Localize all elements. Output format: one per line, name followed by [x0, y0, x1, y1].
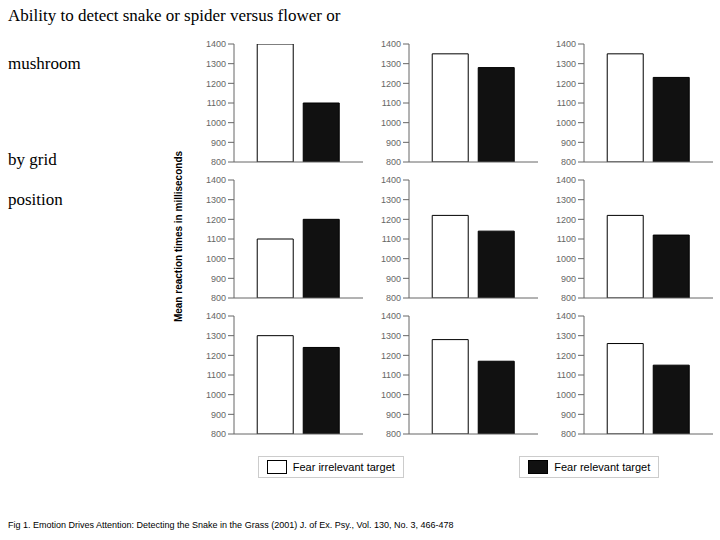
svg-text:1000: 1000	[556, 118, 576, 128]
svg-text:900: 900	[561, 274, 576, 284]
html-text:position: position	[8, 190, 63, 209]
svg-text:1200: 1200	[206, 351, 226, 361]
svg-text:1400: 1400	[556, 39, 576, 49]
svg-text:1200: 1200	[381, 79, 401, 89]
svg-text:1400: 1400	[381, 311, 401, 321]
svg-text:800: 800	[561, 293, 576, 302]
svg-text:1300: 1300	[381, 195, 401, 205]
svg-text:900: 900	[561, 410, 576, 420]
svg-text:1200: 1200	[381, 351, 401, 361]
svg-text:1100: 1100	[207, 98, 226, 108]
svg-text:1200: 1200	[206, 215, 226, 225]
svg-text:1200: 1200	[556, 215, 576, 225]
svg-text:1000: 1000	[556, 254, 576, 264]
svg-text:800: 800	[561, 157, 576, 166]
svg-text:1300: 1300	[381, 59, 401, 69]
svg-text:1400: 1400	[206, 175, 226, 185]
svg-text:800: 800	[561, 429, 576, 438]
svg-text:1100: 1100	[557, 370, 576, 380]
svg-text:1400: 1400	[556, 175, 576, 185]
svg-text:1300: 1300	[556, 331, 576, 341]
svg-text:1100: 1100	[382, 98, 401, 108]
svg-text:1100: 1100	[557, 234, 576, 244]
svg-text:1000: 1000	[381, 254, 401, 264]
html-text:Mean reaction times in millise: Mean reaction times in milliseconds	[172, 150, 184, 323]
svg-text:1200: 1200	[556, 79, 576, 89]
svg-text:1100: 1100	[557, 98, 576, 108]
svg-text:1300: 1300	[206, 195, 226, 205]
svg-text:1100: 1100	[207, 370, 226, 380]
svg-text:1400: 1400	[206, 39, 226, 49]
svg-text:1000: 1000	[381, 118, 401, 128]
svg-text:800: 800	[211, 157, 226, 166]
svg-text:800: 800	[386, 157, 401, 166]
svg-text:900: 900	[386, 274, 401, 284]
svg-text:900: 900	[211, 410, 226, 420]
html-text:Ability to detect snake or spi: Ability to detect snake or spider versus…	[8, 6, 341, 25]
svg-text:1100: 1100	[382, 370, 401, 380]
svg-text:800: 800	[211, 293, 226, 302]
html-text:mushroom: mushroom	[8, 54, 81, 73]
svg-text:1100: 1100	[207, 234, 226, 244]
svg-text:900: 900	[561, 138, 576, 148]
svg-text:900: 900	[211, 274, 226, 284]
svg-text:1000: 1000	[381, 390, 401, 400]
svg-text:1300: 1300	[206, 331, 226, 341]
html-text:Fear irrelevant target: Fear irrelevant target	[292, 461, 395, 473]
svg-text:1200: 1200	[381, 215, 401, 225]
svg-text:1200: 1200	[206, 79, 226, 89]
html-text:Fear relevant target: Fear relevant target	[554, 461, 651, 473]
svg-text:1300: 1300	[556, 59, 576, 69]
svg-text:1400: 1400	[206, 311, 226, 321]
svg-text:1000: 1000	[206, 390, 226, 400]
svg-text:1300: 1300	[206, 59, 226, 69]
svg-text:900: 900	[386, 138, 401, 148]
svg-text:800: 800	[386, 293, 401, 302]
svg-text:1000: 1000	[206, 254, 226, 264]
html-text:Fig 1. Emotion Drives Attentio: Fig 1. Emotion Drives Attention: Detecti…	[8, 520, 454, 530]
svg-text:1400: 1400	[381, 39, 401, 49]
svg-text:1300: 1300	[556, 195, 576, 205]
svg-text:1100: 1100	[382, 234, 401, 244]
html-text:by grid: by grid	[8, 150, 57, 169]
svg-text:800: 800	[211, 429, 226, 438]
svg-text:1400: 1400	[556, 311, 576, 321]
svg-text:1400: 1400	[381, 175, 401, 185]
svg-text:900: 900	[386, 410, 401, 420]
svg-text:1000: 1000	[206, 118, 226, 128]
svg-text:900: 900	[211, 138, 226, 148]
svg-text:800: 800	[386, 429, 401, 438]
svg-text:1200: 1200	[556, 351, 576, 361]
svg-text:1000: 1000	[556, 390, 576, 400]
svg-text:1300: 1300	[381, 331, 401, 341]
